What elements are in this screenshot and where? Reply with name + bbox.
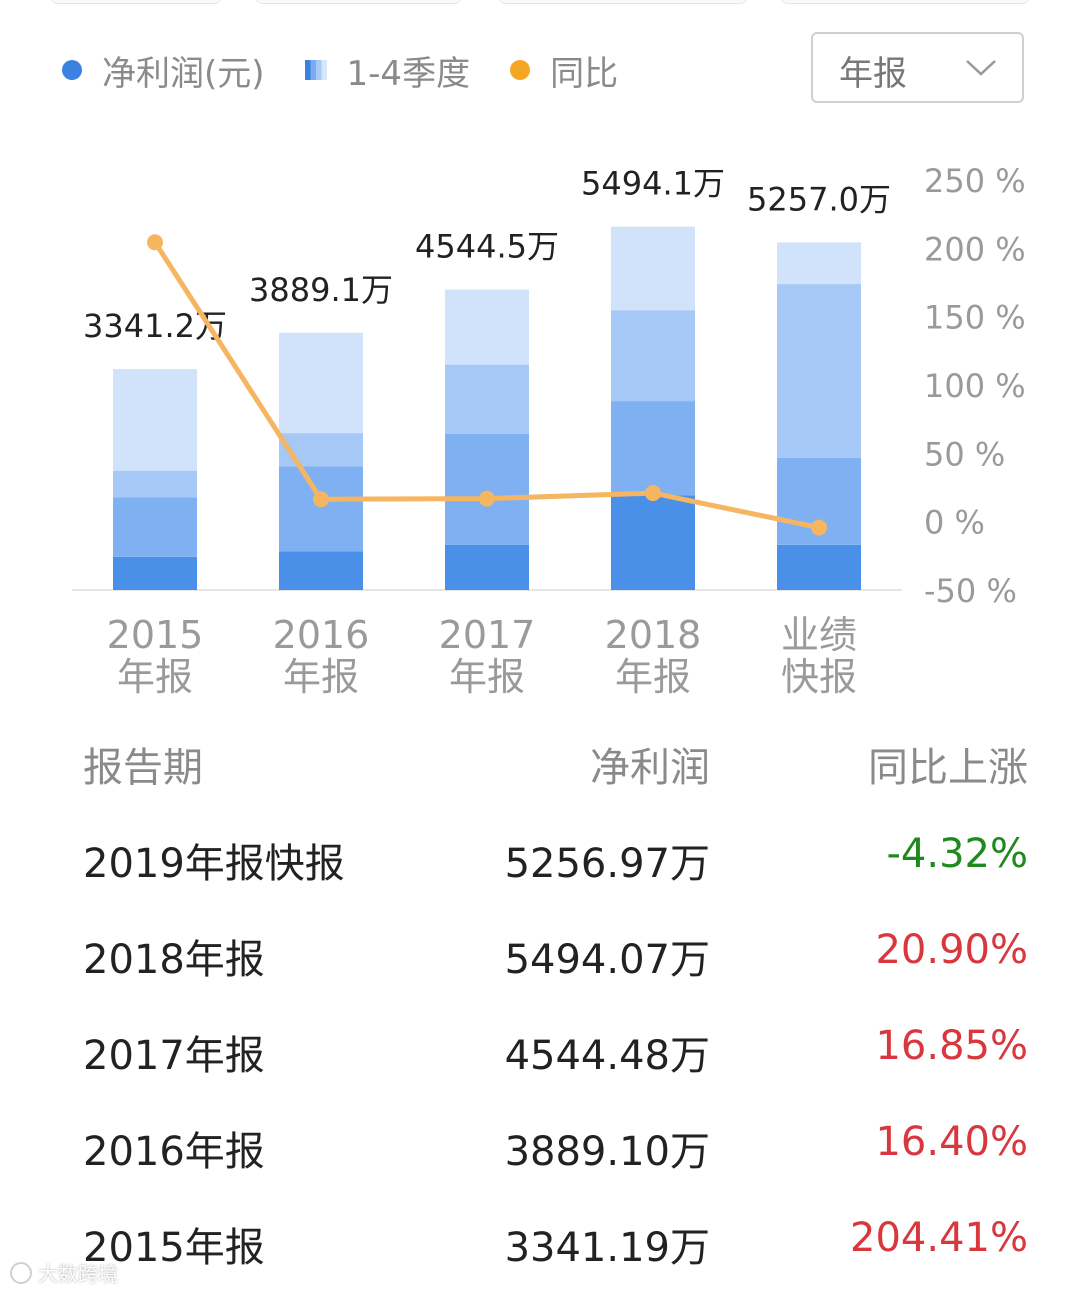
yoy-point: [645, 485, 661, 502]
x-tick-label: 年报: [283, 655, 359, 699]
top-tab[interactable]: [498, 0, 748, 4]
yoy-point: [147, 234, 163, 251]
x-tick-label: 2017: [439, 613, 536, 657]
top-tab[interactable]: [780, 0, 1030, 4]
bar-segment-q4: [279, 332, 363, 434]
bar-segment-q3: [113, 470, 197, 498]
table-row[interactable]: 2018年报 5494.07万 20.90%: [0, 917, 1080, 1013]
yoy-point: [811, 519, 827, 536]
y2-tick-label: 150 %: [924, 299, 1026, 337]
y2-tick-label: -50 %: [924, 572, 1017, 610]
table-header: 报告期 净利润 同比上涨: [0, 725, 1080, 801]
bar-segment-q1: [611, 495, 695, 590]
table-row[interactable]: 2017年报 4544.48万 16.85%: [0, 1013, 1080, 1109]
cell-period: 2019年报快报: [83, 841, 345, 887]
top-tab[interactable]: [50, 0, 222, 4]
x-tick-label: 2016: [273, 613, 370, 657]
chart-legend: 净利润(元) 1-4季度 同比: [62, 44, 658, 96]
x-tick-label: 快报: [781, 655, 857, 699]
header-yoy: 同比上涨: [868, 745, 1028, 791]
yoy-point: [479, 490, 495, 507]
bar-segment-q3: [445, 364, 529, 434]
profit-table: 报告期 净利润 同比上涨 2019年报快报 5256.97万 -4.32% 20…: [0, 725, 1080, 1301]
bar-segment-q4: [777, 242, 861, 285]
bar-segment-q1: [279, 551, 363, 590]
y2-tick-label: 200 %: [924, 230, 1026, 268]
cell-profit: 3889.10万: [504, 1129, 710, 1175]
bar-segment-q1: [445, 544, 529, 590]
top-tab[interactable]: [255, 0, 462, 4]
table-row[interactable]: 2019年报快报 5256.97万 -4.32%: [0, 821, 1080, 917]
bar-value-label: 5257.0万: [747, 180, 891, 218]
legend-item-net-profit[interactable]: 净利润(元): [62, 46, 265, 95]
table-row[interactable]: 2015年报 3341.19万 204.41%: [0, 1205, 1080, 1301]
watermark-text: 大数跨境: [38, 1262, 118, 1286]
net-profit-chart: 3341.2万 3889.1万 4544.5万 5494.1万 5257.0万 250 …: [72, 162, 1026, 699]
legend-item-yoy[interactable]: 同比: [510, 46, 618, 95]
bar-segment-q2: [113, 497, 197, 557]
x-tick-label: 2018: [605, 613, 702, 657]
watermark: 大数跨境: [10, 1258, 118, 1287]
legend-label: 1-4季度: [346, 53, 471, 94]
x-tick-label: 年报: [615, 655, 691, 699]
bar-value-label: 4544.5万: [415, 227, 559, 265]
y2-tick-label: 100 %: [924, 367, 1026, 405]
bar-segment-q4: [445, 289, 529, 365]
x-tick-label: 业绩: [781, 613, 857, 657]
cell-yoy: 20.90%: [875, 927, 1028, 973]
x-tick-label: 年报: [117, 655, 193, 699]
x-tick-label: 2015: [107, 613, 204, 657]
chevron-down-icon: [966, 60, 996, 76]
yoy-point: [313, 491, 329, 508]
bar-segment-q3: [611, 310, 695, 402]
bar-segment-q1: [777, 544, 861, 590]
bar-value-label: 3341.2万: [83, 307, 227, 345]
y2-tick-label: 250 %: [924, 162, 1026, 200]
cell-profit: 5494.07万: [504, 937, 710, 983]
y2-tick-label: 50 %: [924, 435, 1005, 473]
cell-yoy: 204.41%: [850, 1215, 1028, 1261]
legend-label: 净利润(元): [102, 53, 265, 94]
stacked-bars-icon: [304, 60, 327, 80]
bar-value-label: 3889.1万: [249, 271, 393, 309]
watermark-logo-icon: [10, 1261, 32, 1284]
header-period: 报告期: [83, 745, 203, 791]
cell-yoy: -4.32%: [886, 831, 1028, 877]
bar-segment-q1: [113, 556, 197, 590]
bar-value-label: 5494.1万: [581, 165, 725, 203]
cell-profit: 3341.19万: [504, 1225, 710, 1271]
y2-tick-label: 0 %: [924, 504, 985, 542]
bar-segment-q3: [777, 284, 861, 458]
period-dropdown-value: 年报: [839, 54, 907, 94]
legend-label: 同比: [550, 53, 619, 94]
cell-period: 2017年报: [83, 1033, 265, 1079]
bar-segment-q3: [279, 433, 363, 467]
x-tick-label: 年报: [449, 655, 525, 699]
cell-period: 2018年报: [83, 937, 265, 983]
cell-yoy: 16.85%: [875, 1023, 1028, 1069]
header-profit: 净利润: [590, 745, 710, 791]
orange-dot-icon: [510, 60, 531, 80]
bar-segment-q2: [279, 466, 363, 552]
bar-segment-q2: [445, 433, 529, 545]
bar-segment-q4: [611, 226, 695, 311]
top-tab-strip: [50, 0, 1030, 4]
bar-segment-q2: [611, 401, 695, 496]
table-row[interactable]: 2016年报 3889.10万 16.40%: [0, 1109, 1080, 1205]
cell-profit: 4544.48万: [504, 1033, 710, 1079]
legend-item-quarters[interactable]: 1-4季度: [304, 46, 471, 95]
period-dropdown[interactable]: 年报: [811, 32, 1024, 103]
cell-period: 2016年报: [83, 1129, 265, 1175]
cell-yoy: 16.40%: [875, 1119, 1028, 1165]
cell-period: 2015年报: [83, 1225, 265, 1271]
blue-dot-icon: [62, 60, 82, 80]
cell-profit: 5256.97万: [504, 841, 710, 887]
bar-segment-q4: [113, 369, 197, 471]
